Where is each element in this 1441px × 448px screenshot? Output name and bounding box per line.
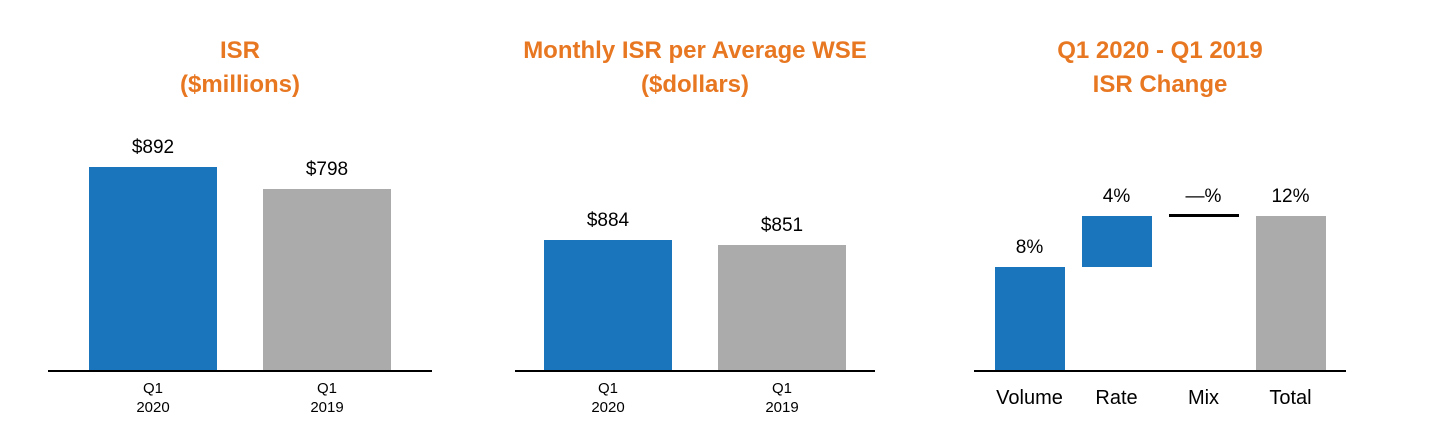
waterfall-group-mix: —% [1168, 120, 1239, 370]
chart-title-line2: ISR Change [1092, 71, 1228, 98]
value-label: —% [1185, 186, 1222, 208]
plot-area: $892 $798 [30, 120, 450, 370]
waterfall-bar-volume [994, 267, 1065, 370]
category-labels: Q1 2020 Q1 2019 [480, 379, 910, 417]
category-line2: 2020 [591, 399, 625, 416]
category-line1: Q1 [316, 380, 337, 397]
category-line1: Q1 [597, 380, 618, 397]
value-label: $892 [131, 137, 175, 159]
category-line1: Q1 [142, 380, 163, 397]
bar-q1-2019 [718, 244, 846, 370]
x-axis-line [515, 370, 875, 372]
bar-q1-2019 [263, 188, 391, 370]
chart-title-line2: ($dollars) [640, 71, 750, 98]
waterfall-bar-rate [1081, 216, 1152, 268]
waterfall-group-rate: 4% [1081, 120, 1152, 370]
chart-title-line1: Monthly ISR per Average WSE [523, 37, 867, 64]
value-label: $884 [586, 210, 630, 231]
category-label-total: Total [1269, 387, 1312, 409]
waterfall-mix-line [1168, 214, 1239, 218]
category-line2: 2020 [136, 399, 170, 416]
chart-isr-per-wse: Monthly ISR per Average WSE ($dollars) $… [480, 20, 910, 417]
category-label-q1-2020: Q1 2020 [89, 379, 217, 417]
category-label-q1-2019: Q1 2019 [718, 379, 846, 417]
chart-isr-millions: ISR ($millions) $892 $798 Q1 2020 Q1 201… [30, 20, 450, 417]
category-label-rate: Rate [1095, 387, 1138, 409]
chart-title-isr-per-wse: Monthly ISR per Average WSE ($dollars) [480, 34, 910, 102]
chart-title-line1: Q1 2020 - Q1 2019 [1057, 37, 1263, 64]
value-label: 12% [1271, 186, 1310, 208]
chart-title-line2: ($millions) [179, 71, 300, 98]
category-line1: Q1 [771, 380, 792, 397]
chart-title-line1: ISR [219, 37, 260, 64]
value-label: 8% [1015, 237, 1044, 259]
category-line2: 2019 [765, 399, 799, 416]
chart-title-isr-change: Q1 2020 - Q1 2019 ISR Change [950, 34, 1370, 102]
category-label-q1-2019: Q1 2019 [263, 379, 391, 417]
category-line2: 2019 [310, 399, 344, 416]
bar-group-q1-2020: $892 [89, 120, 217, 370]
bar-group-q1-2020: $884 [544, 120, 672, 370]
value-label: 4% [1102, 186, 1131, 208]
waterfall-group-total: 12% [1255, 120, 1326, 370]
plot-area: 8% 4% —% 12% [950, 120, 1370, 370]
plot-area: $884 $851 [480, 120, 910, 370]
category-labels: Volume Rate Mix Total [950, 386, 1370, 410]
category-label-q1-2020: Q1 2020 [544, 379, 672, 417]
category-label-mix: Mix [1187, 387, 1220, 409]
x-axis-line [48, 370, 432, 372]
bar-group-q1-2019: $798 [263, 120, 391, 370]
waterfall-bar-total [1255, 216, 1326, 370]
waterfall-group-volume: 8% [994, 120, 1065, 370]
category-labels: Q1 2020 Q1 2019 [30, 379, 450, 417]
bar-q1-2020 [89, 167, 217, 370]
chart-isr-change-waterfall: Q1 2020 - Q1 2019 ISR Change 8% 4% —% 12… [950, 20, 1370, 410]
value-label: $798 [305, 158, 349, 180]
category-label-volume: Volume [996, 387, 1063, 409]
bar-q1-2020 [544, 240, 672, 370]
bar-group-q1-2019: $851 [718, 120, 846, 370]
chart-title-isr-millions: ISR ($millions) [30, 34, 450, 102]
x-axis-line [974, 370, 1346, 372]
value-label: $851 [760, 214, 804, 236]
